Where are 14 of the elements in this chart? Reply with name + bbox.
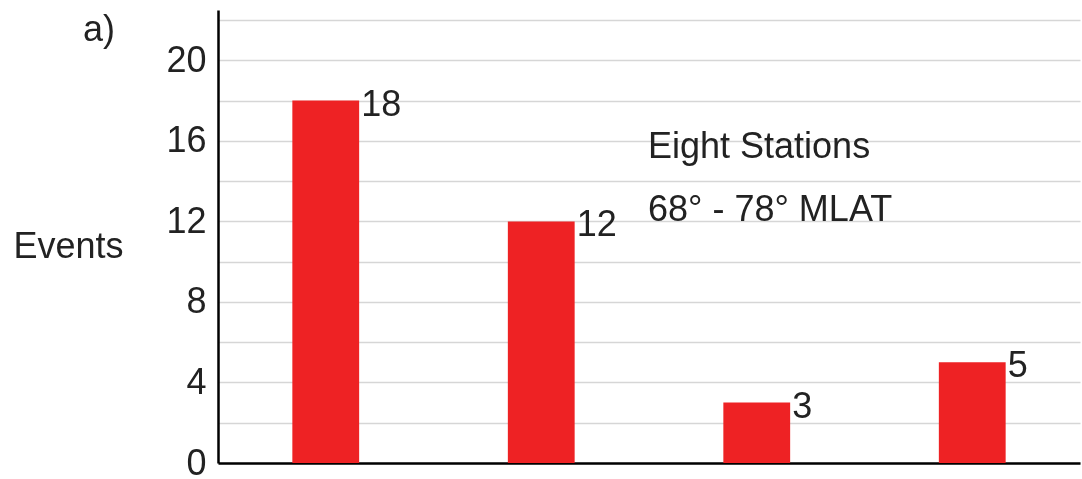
y-tick-label: 20 — [166, 38, 207, 80]
y-tick-label: 12 — [166, 199, 207, 241]
data-label: 18 — [361, 82, 402, 124]
y-tick-label: 8 — [186, 280, 207, 322]
data-label: 5 — [1007, 344, 1028, 386]
y-axis-title: Events — [13, 224, 124, 266]
y-tick-label: 16 — [166, 119, 207, 161]
annotation: Eight Stations — [648, 125, 871, 166]
annotation: 68° - 78° MLAT — [648, 188, 893, 229]
data-label: 3 — [792, 384, 813, 426]
text: a) — [83, 8, 116, 49]
y-tick-label: 4 — [186, 360, 207, 402]
data-label: 12 — [576, 203, 617, 245]
y-tick-label: 0 — [186, 441, 207, 479]
